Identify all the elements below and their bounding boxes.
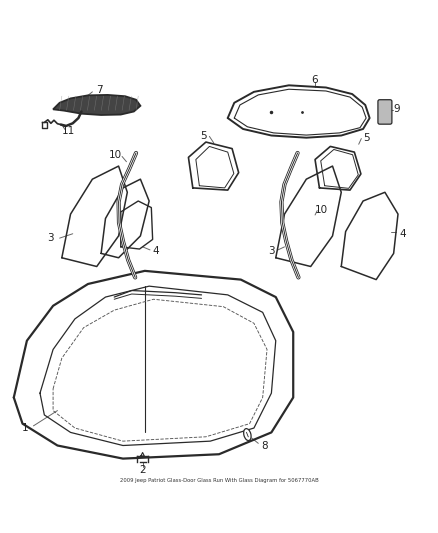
Text: 5: 5 [201,131,207,141]
Ellipse shape [244,429,251,441]
Text: 5: 5 [363,133,370,143]
Text: 8: 8 [261,440,268,450]
Text: 1: 1 [21,423,28,433]
FancyBboxPatch shape [378,100,392,124]
Text: 4: 4 [152,246,159,256]
Text: 10: 10 [109,150,122,160]
Polygon shape [53,95,141,115]
Text: 11: 11 [62,126,75,136]
Text: 6: 6 [312,75,318,85]
Text: 9: 9 [393,104,399,114]
Text: 10: 10 [315,205,328,215]
Text: 2: 2 [139,465,146,475]
Text: 2009 Jeep Patriot Glass-Door Glass Run With Glass Diagram for 5067770AB: 2009 Jeep Patriot Glass-Door Glass Run W… [120,478,318,482]
Text: 4: 4 [399,229,406,239]
Text: 7: 7 [95,85,102,95]
Text: 3: 3 [48,233,54,243]
Text: 3: 3 [268,246,275,256]
